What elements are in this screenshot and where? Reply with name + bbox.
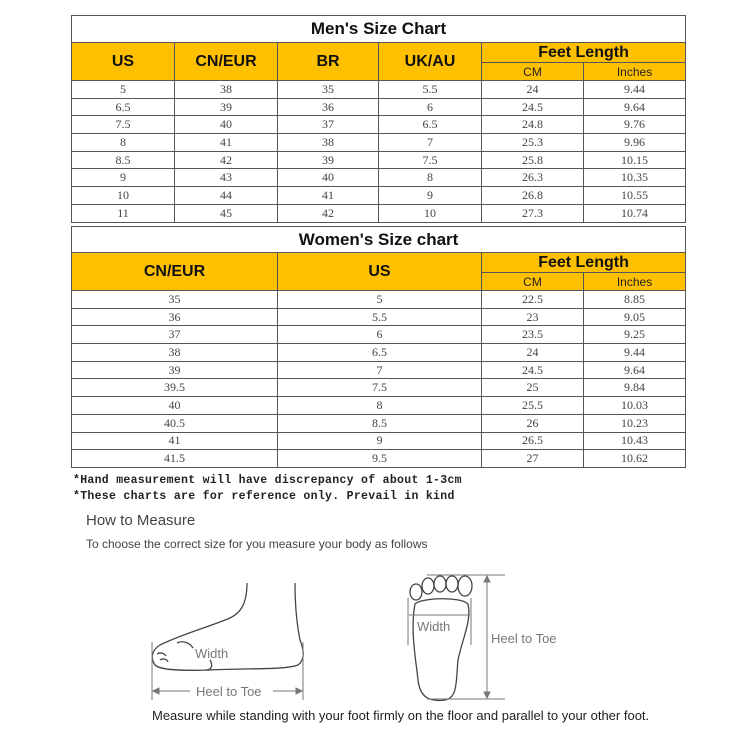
table-row: 39.5 7.5 25 9.84 (71, 378, 687, 398)
mens-table-body: 5 38 35 5.5 24 9.44 6.5 39 36 6 24.5 9.64 7.5 40 37 6.5… (71, 80, 687, 223)
note-discrepancy: *Hand measurement will have discrepancy … (73, 474, 462, 487)
table-row: 35 5 22.5 8.85 (71, 290, 687, 309)
table-cell: 27 (481, 449, 584, 468)
side-heel-to-toe-label: Heel to Toe (196, 684, 262, 699)
table-cell: 45 (174, 203, 278, 223)
table-cell: 9.5 (277, 449, 482, 468)
sole-measure-lines (407, 574, 505, 700)
womens-size-chart: Women's Size chart CN/EUR US Feet Length… (70, 226, 687, 468)
table-row: 8.5 42 39 7.5 25.8 10.15 (71, 150, 687, 170)
table-row: 9 43 40 8 26.3 10.35 (71, 168, 687, 188)
how-to-measure-title: How to Measure (86, 512, 196, 529)
table-cell: 43 (174, 168, 278, 188)
table-row: 41 9 26.5 10.43 (71, 431, 687, 451)
table-row: 40.5 8.5 26 10.23 (71, 413, 687, 433)
table-cell: 22.5 (481, 290, 584, 309)
mens-size-chart: Men's Size Chart US CN/EUR BR UK/AU Feet… (70, 15, 687, 223)
sole-width-label: Width (417, 619, 450, 634)
side-heel-to-toe-arrow (151, 642, 304, 700)
header-us: US (277, 252, 482, 291)
header-br: BR (277, 42, 379, 81)
side-width-label: Width (195, 646, 228, 661)
table-cell: 10 (378, 203, 482, 223)
table-row: 7.5 40 37 6.5 24.8 9.76 (71, 115, 687, 135)
table-row: 37 6 23.5 9.25 (71, 325, 687, 345)
table-cell: 8.5 (71, 150, 175, 170)
header-inches: Inches (582, 62, 687, 81)
header-cm: CM (481, 62, 584, 81)
sole-foot-icon (409, 575, 473, 702)
table-row: 11 45 42 10 27.3 10.74 (71, 203, 687, 223)
table-row: 41.5 9.5 27 10.62 (71, 449, 687, 468)
table-cell: 10.15 (582, 150, 687, 170)
womens-table-body: 35 5 22.5 8.85 36 5.5 23 9.05 37 6 23.5 9.25 38 6.5 24… (71, 290, 687, 468)
header-inches: Inches (582, 272, 687, 291)
table-cell: 10.62 (582, 449, 687, 468)
table-cell: 41.5 (71, 449, 278, 468)
header-uk-au: UK/AU (378, 42, 482, 81)
table-cell: 23 (481, 307, 584, 327)
measure-caption: Measure while standing with your foot fi… (152, 708, 650, 723)
header-cm: CM (481, 272, 584, 291)
table-row: 39 7 24.5 9.64 (71, 360, 687, 380)
table-cell: 10.74 (582, 203, 687, 223)
side-foot-icon (151, 582, 304, 671)
table-cell: 9.76 (582, 115, 687, 135)
table-cell: 8.85 (582, 290, 687, 309)
table-row: 5 38 35 5.5 24 9.44 (71, 80, 687, 99)
header-cn-eur: CN/EUR (174, 42, 278, 81)
table-cell: 42 (277, 203, 379, 223)
header-feet-length: Feet Length (480, 42, 687, 63)
table-cell: 6.5 (71, 97, 175, 117)
table-cell: 39 (277, 150, 379, 170)
table-cell: 9.25 (582, 325, 687, 345)
table-row: 8 41 38 7 25.3 9.96 (71, 133, 687, 152)
header-feet-length: Feet Length (480, 252, 687, 273)
header-cn-eur: CN/EUR (71, 252, 278, 291)
table-row: 6.5 39 36 6 24.5 9.64 (71, 97, 687, 117)
note-reference: *These charts are for reference only. Pr… (73, 490, 455, 503)
womens-chart-title: Women's Size chart (70, 226, 687, 253)
mens-chart-title: Men's Size Chart (70, 15, 687, 43)
how-to-measure-subtitle: To choose the correct size for you measu… (86, 537, 428, 551)
sole-heel-to-toe-label: Heel to Toe (491, 631, 557, 646)
